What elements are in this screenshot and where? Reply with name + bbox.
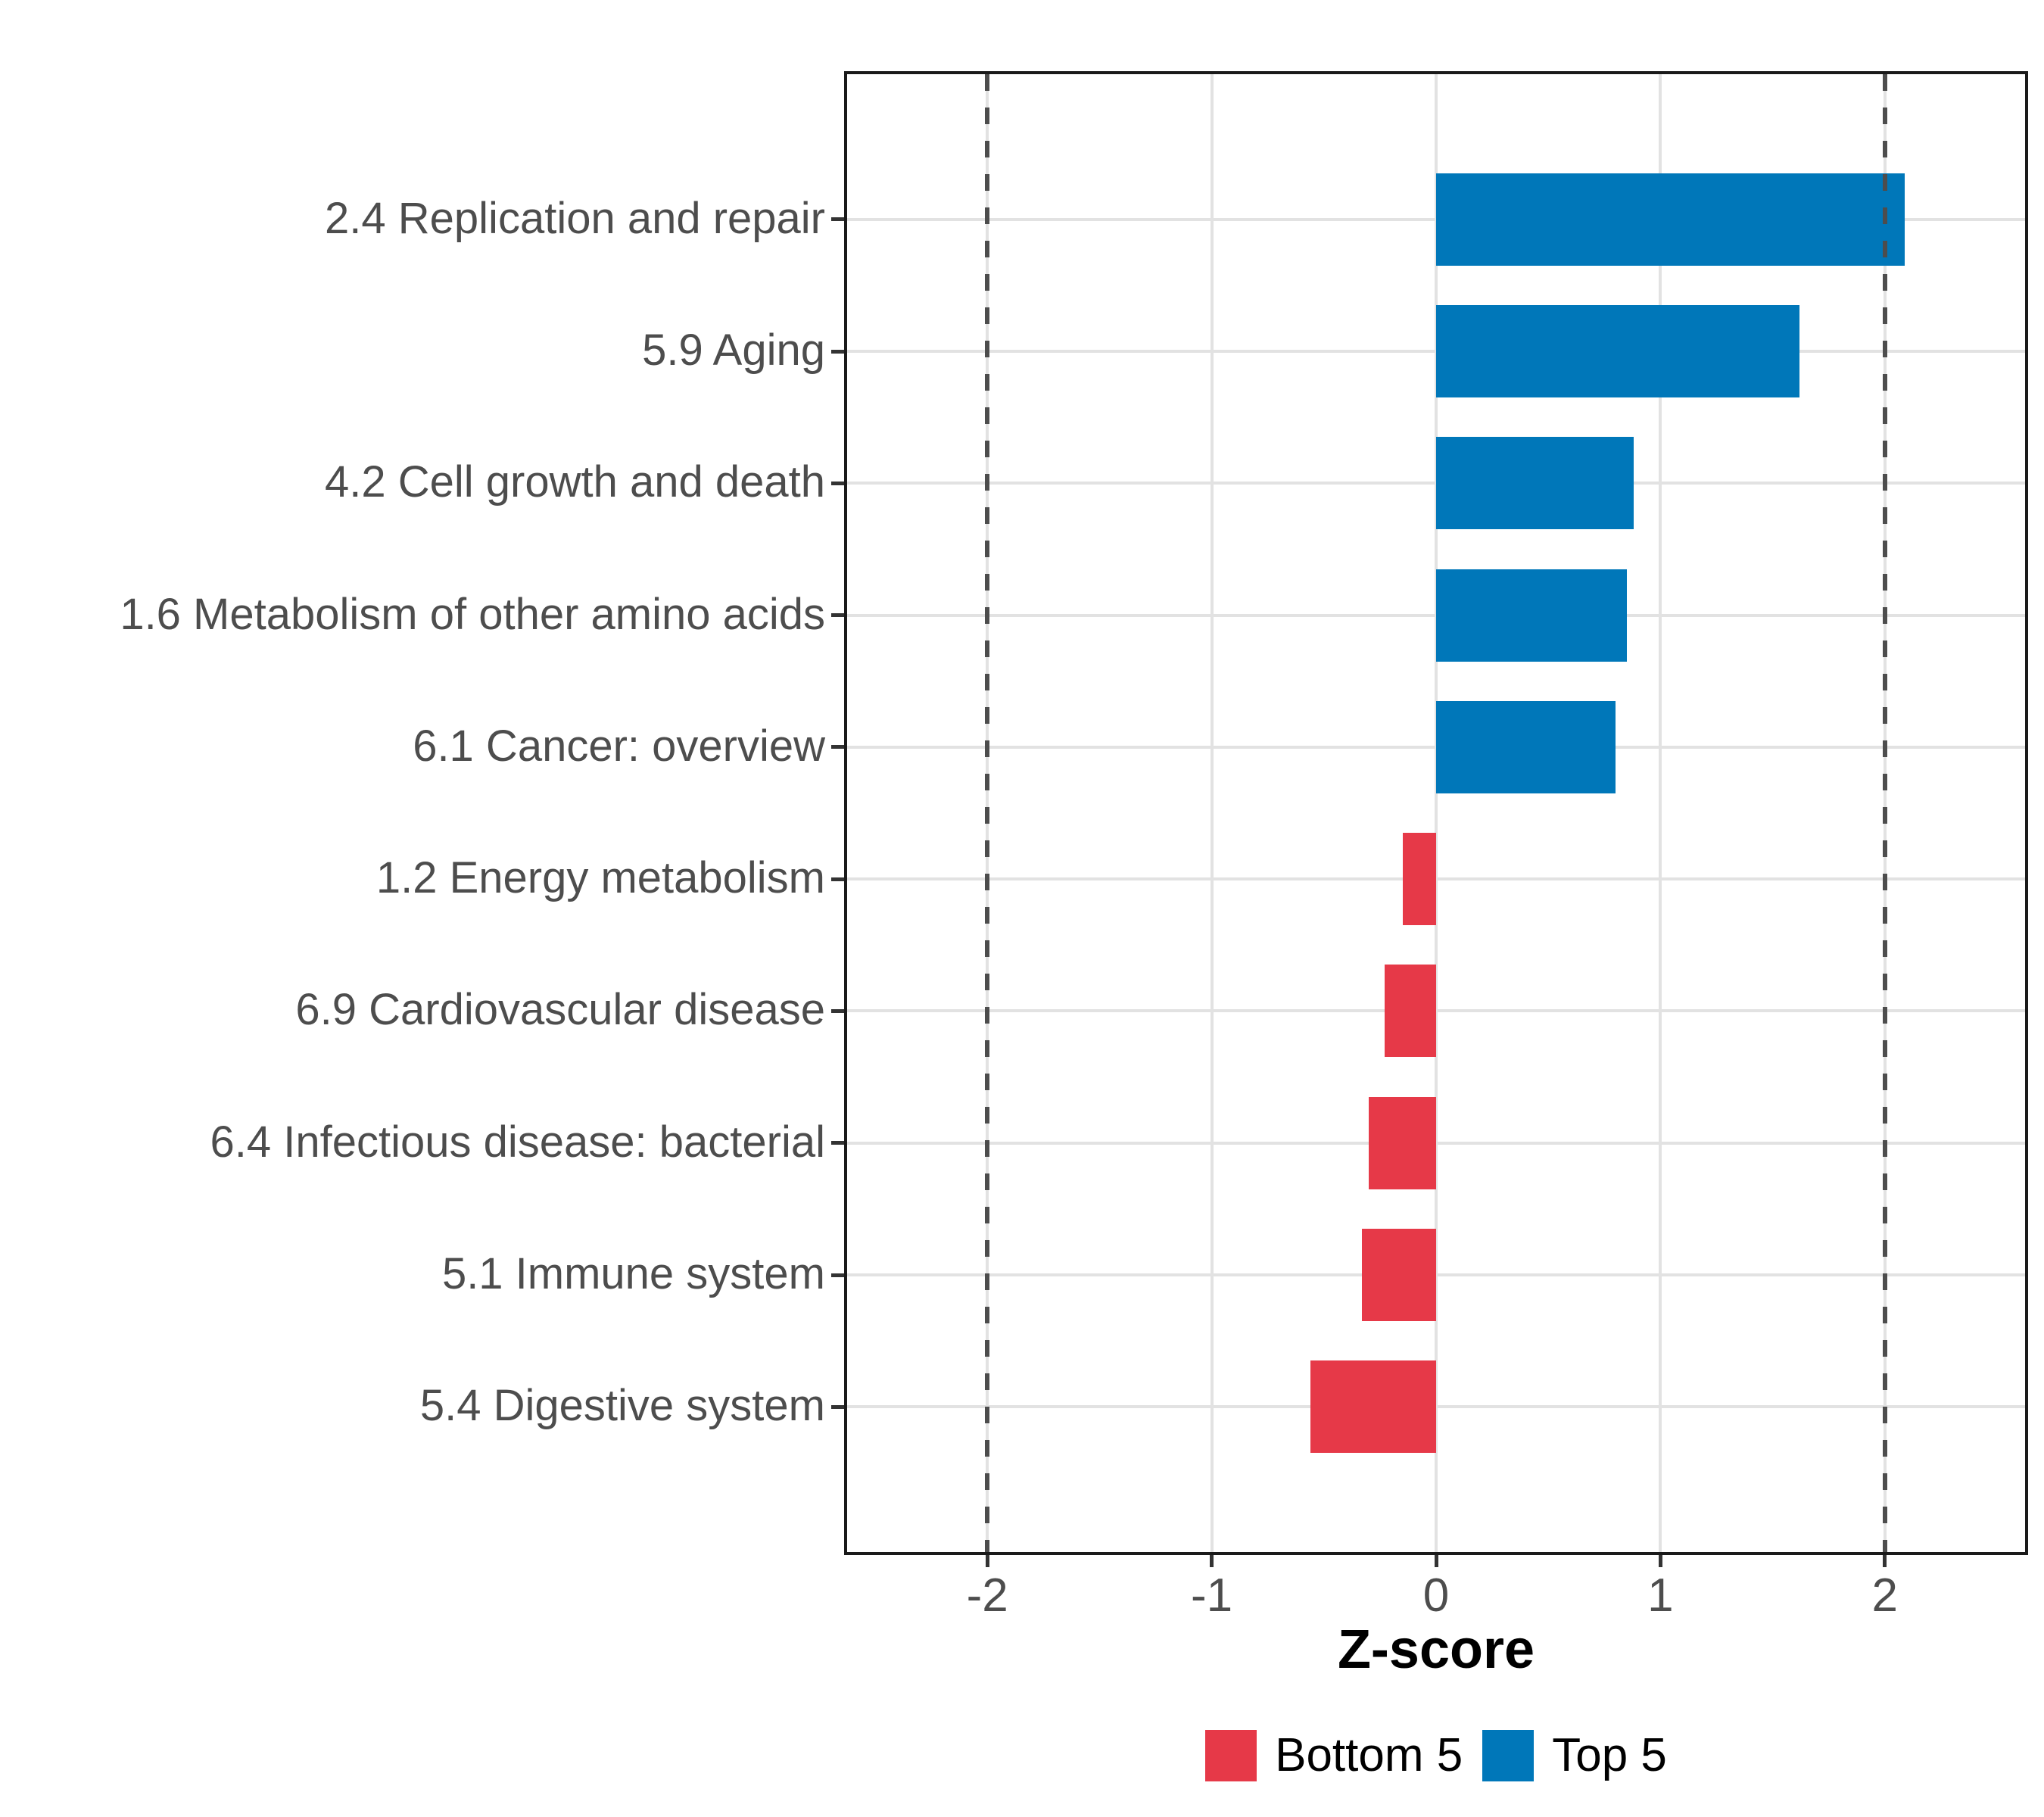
- bar-8: [1369, 1096, 1436, 1189]
- category-label: 6.4 Infectious disease: bacterial: [210, 1117, 825, 1167]
- legend-label-top5: Top 5: [1552, 1729, 1667, 1781]
- category-label: 6.1 Cancer: overview: [413, 721, 825, 771]
- gridline-x-1: [1659, 74, 1662, 1552]
- gridline-x-0: [1435, 74, 1438, 1552]
- category-label: 1.2 Energy metabolism: [375, 852, 825, 902]
- bar-3: [1436, 437, 1634, 530]
- plot-panel: [844, 71, 2028, 1555]
- x-axis-tick: [985, 1555, 989, 1567]
- y-axis-tick: [831, 1273, 844, 1277]
- y-axis-tick: [831, 1141, 844, 1145]
- dashed-reference-line-2: [1882, 74, 1887, 1552]
- legend-swatch-bottom5: [1205, 1730, 1257, 1781]
- bar-1: [1436, 173, 1905, 266]
- x-axis-tick: [1210, 1555, 1214, 1567]
- bar-10: [1310, 1360, 1436, 1454]
- gridline-x--1: [1210, 74, 1214, 1552]
- category-label: 1.6 Metabolism of other amino acids: [120, 589, 825, 639]
- y-axis-tick: [831, 349, 844, 354]
- x-tick-label: 2: [1871, 1569, 1898, 1622]
- bar-4: [1436, 569, 1627, 662]
- legend-label-bottom5: Bottom 5: [1275, 1729, 1463, 1781]
- x-axis-tick: [1883, 1555, 1887, 1567]
- category-label: 2.4 Replication and repair: [325, 193, 825, 243]
- y-axis-tick: [831, 745, 844, 750]
- y-axis-tick: [831, 481, 844, 485]
- legend-swatch-top5: [1482, 1730, 1535, 1781]
- category-label: 4.2 Cell growth and death: [325, 457, 825, 507]
- legend-item-top5: Top 5: [1482, 1730, 1667, 1781]
- y-axis-tick: [831, 217, 844, 222]
- x-tick-label: -2: [966, 1569, 1008, 1622]
- bar-2: [1436, 305, 1800, 397]
- x-axis-tick: [1434, 1555, 1438, 1567]
- category-label: 5.1 Immune system: [441, 1248, 825, 1298]
- y-axis-tick: [831, 1008, 844, 1013]
- category-label: 6.9 Cardiovascular disease: [295, 985, 825, 1035]
- legend-item-bottom5: Bottom 5: [1205, 1730, 1463, 1781]
- category-label: 5.9 Aging: [642, 325, 825, 375]
- x-axis-title: Z-score: [1337, 1619, 1535, 1680]
- x-axis-tick: [1658, 1555, 1662, 1567]
- bar-5: [1436, 700, 1616, 793]
- bar-6: [1402, 833, 1436, 926]
- x-tick-label: 1: [1647, 1569, 1674, 1622]
- x-tick-label: -1: [1191, 1569, 1233, 1622]
- dashed-reference-line--2: [985, 74, 990, 1552]
- y-axis-tick: [831, 613, 844, 618]
- y-axis-tick: [831, 877, 844, 881]
- y-axis-tick: [831, 1404, 844, 1409]
- bar-7: [1384, 965, 1436, 1058]
- bar-9: [1362, 1229, 1436, 1321]
- category-label: 5.4 Digestive system: [419, 1381, 825, 1431]
- x-tick-label: 0: [1422, 1569, 1450, 1622]
- legend: Bottom 5 Top 5: [847, 1730, 2025, 1781]
